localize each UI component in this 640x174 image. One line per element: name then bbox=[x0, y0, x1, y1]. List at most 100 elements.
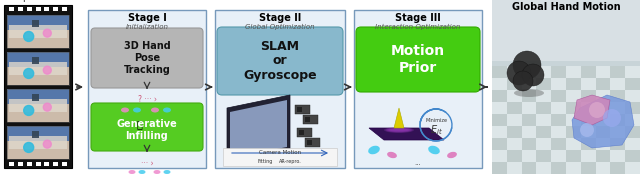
Text: Stage I: Stage I bbox=[127, 13, 166, 23]
Bar bbox=[625, 138, 640, 150]
Bar bbox=[9, 62, 67, 75]
Circle shape bbox=[44, 29, 51, 37]
Bar bbox=[611, 126, 625, 138]
Bar bbox=[62, 7, 67, 11]
Bar bbox=[536, 138, 551, 150]
Bar bbox=[9, 7, 14, 11]
Bar bbox=[53, 162, 58, 166]
Bar bbox=[566, 162, 581, 174]
Ellipse shape bbox=[388, 129, 410, 132]
Ellipse shape bbox=[428, 146, 440, 154]
Text: Camera Motion: Camera Motion bbox=[259, 151, 301, 156]
Bar bbox=[7, 30, 69, 48]
Bar bbox=[522, 162, 536, 174]
Bar bbox=[551, 90, 566, 102]
Bar bbox=[27, 162, 31, 166]
Bar bbox=[566, 126, 581, 138]
Bar bbox=[625, 66, 640, 78]
Bar bbox=[566, 114, 581, 126]
Bar bbox=[536, 66, 551, 78]
Bar bbox=[596, 78, 611, 90]
Bar bbox=[596, 138, 611, 150]
Bar bbox=[18, 7, 23, 11]
Ellipse shape bbox=[163, 108, 171, 113]
Bar bbox=[7, 89, 69, 104]
Circle shape bbox=[580, 123, 594, 137]
Bar bbox=[522, 102, 536, 114]
Bar bbox=[27, 7, 31, 11]
Bar bbox=[611, 78, 625, 90]
Bar bbox=[596, 102, 611, 114]
Ellipse shape bbox=[384, 127, 414, 133]
Bar bbox=[295, 105, 310, 114]
Bar bbox=[566, 78, 581, 90]
Ellipse shape bbox=[121, 108, 129, 113]
Ellipse shape bbox=[385, 128, 413, 132]
Bar bbox=[551, 150, 566, 162]
Circle shape bbox=[24, 31, 34, 41]
Bar bbox=[536, 102, 551, 114]
Bar bbox=[492, 162, 507, 174]
Text: Generative
Infilling: Generative Infilling bbox=[116, 119, 177, 141]
Bar bbox=[522, 90, 536, 102]
Bar bbox=[551, 66, 566, 78]
Bar bbox=[507, 114, 522, 126]
Bar bbox=[305, 117, 310, 122]
Bar bbox=[566, 150, 581, 162]
Bar bbox=[581, 162, 596, 174]
Bar bbox=[625, 126, 640, 138]
Text: Initialization: Initialization bbox=[125, 24, 168, 30]
Bar bbox=[581, 90, 596, 102]
Text: Fitting: Fitting bbox=[257, 160, 273, 164]
Ellipse shape bbox=[163, 170, 170, 174]
Text: AR-repro.: AR-repro. bbox=[278, 160, 301, 164]
Circle shape bbox=[589, 102, 605, 118]
Bar bbox=[4, 5, 72, 168]
Bar bbox=[7, 15, 69, 48]
Bar bbox=[551, 162, 566, 174]
Bar bbox=[35, 162, 40, 166]
Bar bbox=[297, 128, 312, 137]
Bar bbox=[596, 150, 611, 162]
Bar bbox=[596, 126, 611, 138]
Bar bbox=[305, 138, 320, 147]
Bar bbox=[581, 78, 596, 90]
Circle shape bbox=[44, 140, 51, 148]
Bar bbox=[44, 162, 49, 166]
Bar bbox=[507, 90, 522, 102]
Bar bbox=[492, 0, 640, 61]
Bar bbox=[625, 90, 640, 102]
Text: Minimize: Minimize bbox=[425, 117, 447, 122]
Bar bbox=[7, 141, 69, 159]
Ellipse shape bbox=[447, 152, 457, 158]
Bar bbox=[507, 138, 522, 150]
Bar bbox=[611, 102, 625, 114]
Text: $E_{it}$: $E_{it}$ bbox=[429, 123, 442, 137]
Bar bbox=[7, 104, 69, 122]
Bar bbox=[551, 126, 566, 138]
Bar bbox=[551, 138, 566, 150]
Text: Global Optimization: Global Optimization bbox=[245, 24, 315, 30]
Bar bbox=[354, 10, 482, 168]
Ellipse shape bbox=[154, 170, 161, 174]
Bar bbox=[7, 52, 69, 85]
Bar bbox=[7, 15, 69, 30]
Bar bbox=[88, 10, 206, 168]
Bar bbox=[566, 66, 581, 78]
Bar bbox=[551, 102, 566, 114]
Text: ···: ··· bbox=[415, 162, 421, 168]
Polygon shape bbox=[227, 95, 290, 162]
Polygon shape bbox=[574, 95, 610, 125]
Circle shape bbox=[44, 103, 51, 111]
Ellipse shape bbox=[133, 108, 141, 113]
Ellipse shape bbox=[390, 129, 408, 131]
Bar bbox=[566, 102, 581, 114]
Polygon shape bbox=[230, 100, 287, 158]
Bar bbox=[492, 78, 507, 90]
Bar bbox=[522, 78, 536, 90]
Bar bbox=[492, 126, 507, 138]
Bar bbox=[62, 162, 67, 166]
Bar bbox=[44, 7, 49, 11]
FancyBboxPatch shape bbox=[91, 28, 203, 88]
Bar bbox=[611, 90, 625, 102]
